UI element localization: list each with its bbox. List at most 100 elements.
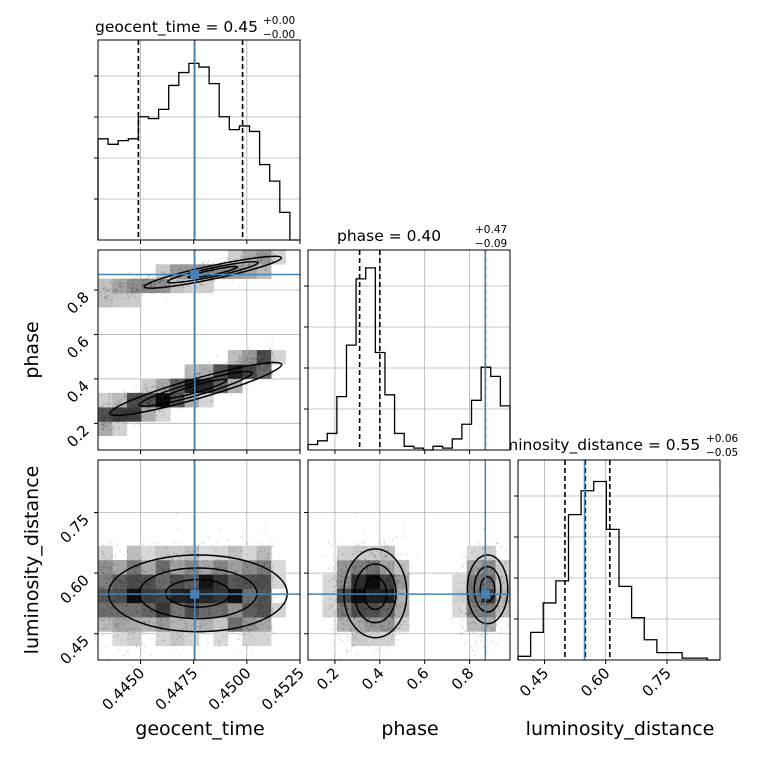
sample-point — [476, 590, 479, 593]
sample-point — [171, 269, 173, 272]
sample-point — [490, 568, 493, 571]
sample-point — [171, 620, 173, 622]
sample-point — [476, 579, 479, 582]
sample-point — [357, 571, 360, 574]
sample-point — [137, 416, 140, 419]
sample-point — [236, 620, 239, 623]
sample-point — [482, 572, 485, 575]
sample-point — [147, 550, 150, 553]
sample-point — [210, 572, 213, 575]
sample-point — [128, 594, 131, 597]
sample-point — [360, 599, 362, 602]
sample-point — [379, 598, 382, 601]
sample-point — [122, 415, 125, 418]
sample-point — [258, 596, 261, 599]
sample-point — [104, 618, 107, 620]
sample-point — [333, 585, 336, 588]
sample-point — [246, 596, 249, 599]
sample-point — [473, 605, 475, 608]
sample-point — [359, 607, 362, 610]
sample-point — [355, 632, 358, 634]
sample-point — [177, 612, 179, 615]
sample-point — [251, 647, 254, 649]
sample-point — [504, 562, 506, 565]
sample-point — [118, 427, 121, 429]
sample-point — [139, 558, 141, 561]
sample-point — [245, 627, 248, 630]
sample-point — [101, 613, 104, 616]
sample-point — [372, 561, 374, 564]
sample-point — [158, 581, 160, 584]
sample-point — [511, 595, 513, 597]
sample-point — [228, 370, 231, 373]
density-cell — [394, 617, 410, 632]
sample-point — [115, 419, 118, 421]
sample-point — [350, 613, 353, 616]
sample-point — [384, 554, 387, 557]
sample-point — [503, 600, 506, 602]
sample-point — [170, 603, 173, 606]
sample-point — [106, 605, 109, 608]
sample-point — [482, 636, 485, 638]
sample-point — [151, 397, 153, 400]
sample-point — [169, 595, 172, 598]
sample-point — [239, 360, 242, 363]
sample-point — [258, 603, 260, 606]
sample-point — [190, 267, 193, 270]
sample-point — [345, 571, 348, 573]
sample-point — [143, 570, 146, 573]
sample-point — [167, 594, 170, 597]
sample-point — [190, 599, 192, 601]
sample-point — [246, 581, 249, 584]
sample-point — [158, 603, 161, 606]
sample-point — [185, 376, 188, 379]
sample-point — [367, 609, 369, 612]
sample-point — [197, 569, 200, 572]
sample-point — [339, 575, 342, 577]
sample-point — [368, 629, 370, 632]
sample-point — [160, 394, 163, 397]
sample-point — [253, 609, 255, 611]
sample-point — [211, 384, 214, 387]
sample-point — [485, 569, 488, 572]
sample-point — [401, 531, 404, 534]
sample-point — [257, 365, 260, 368]
sample-point — [237, 602, 240, 605]
sample-point — [352, 643, 355, 646]
sample-point — [241, 360, 244, 363]
sample-point — [471, 628, 474, 631]
sample-point — [257, 611, 260, 614]
sample-point — [332, 569, 335, 571]
sample-point — [396, 599, 399, 602]
sample-point — [348, 599, 351, 602]
sample-point — [126, 396, 129, 399]
sample-point — [343, 576, 345, 579]
sample-point — [381, 577, 384, 580]
sample-point — [372, 570, 375, 573]
sample-point — [375, 578, 378, 581]
sample-point — [376, 596, 379, 599]
sample-point — [367, 559, 370, 562]
sample-point — [187, 285, 189, 288]
sample-point — [155, 571, 158, 574]
sample-point — [267, 358, 270, 360]
sample-point — [142, 288, 145, 290]
sample-point — [255, 358, 258, 361]
sample-point — [481, 559, 483, 562]
sample-point — [473, 568, 476, 571]
sample-point — [186, 571, 189, 574]
sample-point — [370, 587, 373, 589]
sample-point — [254, 573, 257, 576]
sample-point — [162, 396, 165, 398]
sample-point — [362, 609, 365, 612]
sample-point — [249, 548, 252, 551]
sample-point — [188, 633, 191, 636]
sample-point — [337, 608, 339, 611]
sample-point — [199, 626, 202, 629]
sample-point — [167, 567, 170, 570]
sample-point — [100, 420, 103, 423]
sample-point — [264, 269, 267, 272]
sample-point — [168, 596, 171, 599]
sample-point — [363, 577, 365, 580]
sample-point — [364, 612, 366, 615]
